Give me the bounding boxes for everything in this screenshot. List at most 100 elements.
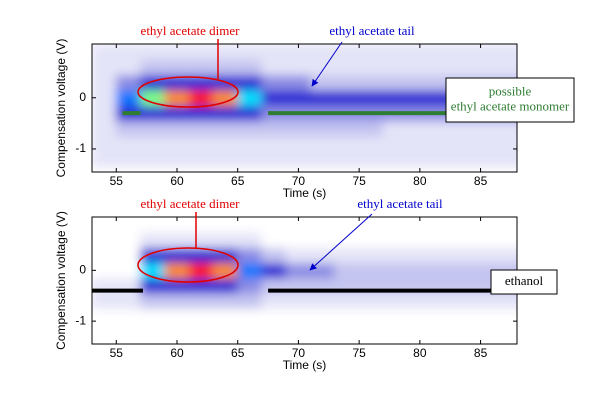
heatmap-cell [212,44,239,60]
y-axis-label: Compensation voltage (V) [54,211,68,350]
heatmap-cell [504,292,517,309]
heatmap-cell [212,262,239,279]
heatmap [92,217,517,340]
annotation-arrow [311,41,343,87]
heatmap-cell [310,246,336,264]
heatmap-cell [334,292,360,309]
x-tick-label: 85 [474,346,488,360]
heatmap-cell [455,307,482,325]
heatmap-cell [382,44,409,60]
heatmap-cell [212,89,239,106]
heatmap-cell [455,120,482,137]
heatmap-cell [407,74,433,91]
heatmap-cell [480,151,506,168]
heatmap-cell [382,120,409,137]
heatmap-cell [115,58,142,76]
heatmap-cell [261,307,287,325]
heatmap-cell [140,120,166,137]
heatmap-cell [334,58,360,76]
heatmap-cell [358,89,384,106]
heatmap-cell [92,58,117,76]
heatmap-cell [115,217,142,233]
heatmap-cell [431,135,457,153]
heatmap-cell [212,120,239,137]
heatmap-cell [237,151,263,168]
heatmap-cell [237,135,263,153]
heatmap-cell [115,262,142,279]
heatmap-cell [261,217,287,233]
heatmap-cell [285,307,312,325]
heatmap-cell [140,151,166,168]
heatmap-cell [164,217,190,233]
heatmap-cell [407,217,433,233]
heatmap-cell [358,246,384,264]
heatmap-cell [140,307,166,325]
heatmap-cell [504,217,517,233]
heatmap-cell [261,231,287,248]
heatmap-cell [140,231,166,248]
x-tick-label: 65 [231,174,245,188]
heatmap-cell [92,307,117,325]
y-axis-label: Compensation voltage (V) [54,39,68,178]
heatmap-cell [92,246,117,264]
heatmap-cell [334,89,360,106]
heatmap-cell [407,58,433,76]
heatmap-cell [431,231,457,248]
heatmap-cell [261,58,287,76]
heatmap-cell [455,44,482,60]
heatmap-cell [237,262,263,279]
heatmap-cell [455,246,482,264]
heatmap-cell [455,58,482,76]
heatmap-cell [115,246,142,264]
heatmap-cell [407,323,433,340]
heatmap-cell [164,246,190,264]
heatmap-cell [407,292,433,309]
heatmap-cell [237,277,263,294]
heatmap-cell [188,104,214,122]
heatmap-cell [431,246,457,264]
heatmap-cell [261,74,287,91]
x-tick-label: 80 [413,346,427,360]
heatmap-cell [431,262,457,279]
heatmap-cell [237,217,263,233]
heatmap-cell [92,89,117,106]
heatmap-cell [115,323,142,340]
heatmap-cell [358,292,384,309]
heatmap-cell [115,89,142,106]
heatmap-cell [212,246,239,264]
heatmap-cell [480,44,506,60]
heatmap-cell [285,120,312,137]
heatmap-cell [407,120,433,137]
heatmap-cell [188,262,214,279]
heatmap-cell [407,44,433,60]
heatmap-cell [431,292,457,309]
heatmap-cell [285,89,312,106]
heatmap-cell [310,307,336,325]
heatmap-cell [140,323,166,340]
heatmap-cell [310,217,336,233]
heatmap-cell [334,135,360,153]
heatmap-cell [455,231,482,248]
annotation-text: ethyl acetate monomer [451,98,570,113]
heatmap-cell [358,231,384,248]
heatmap-cell [285,151,312,168]
heatmap-cell [164,58,190,76]
heatmap-cell [212,307,239,325]
heatmap-cell [382,262,409,279]
heatmap-cell [188,231,214,248]
heatmap-cell [310,120,336,137]
heatmap-cell [164,44,190,60]
heatmap-cell [92,135,117,153]
heatmap-cell [92,323,117,340]
heatmap-cell [164,323,190,340]
heatmap-cell [504,58,517,76]
heatmap-cell [285,135,312,153]
heatmap-cell [140,217,166,233]
heatmap-cell [310,323,336,340]
x-tick-label: 75 [352,346,366,360]
heatmap-cell [431,307,457,325]
heatmap-cell [212,151,239,168]
annotation-text: ethyl acetate dimer [141,196,241,211]
heatmap-cell [115,44,142,60]
heatmap-cell [334,307,360,325]
